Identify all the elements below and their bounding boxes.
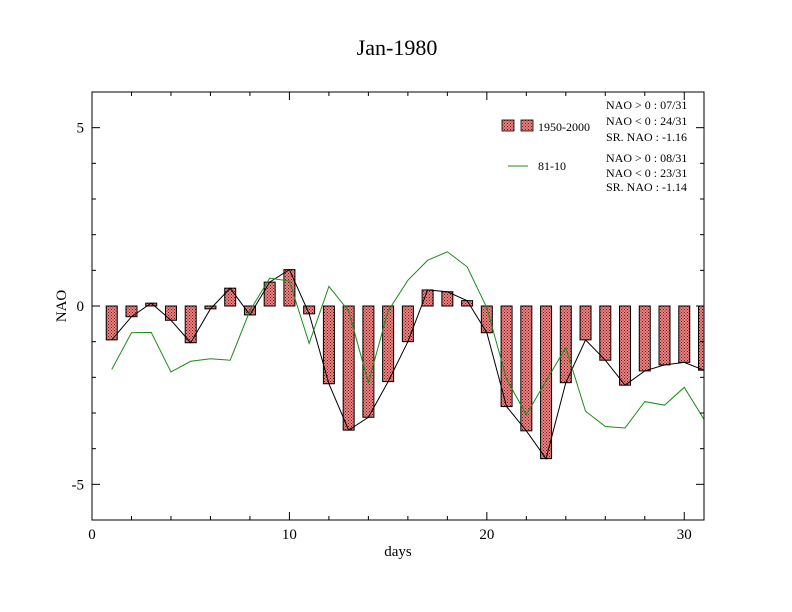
legend-swatch-1950-2000-right bbox=[520, 119, 534, 132]
bar-day-14 bbox=[362, 305, 375, 418]
bar-day-9 bbox=[263, 281, 276, 307]
stat-81-10-sr: SR. NAO : -1.14 bbox=[606, 180, 687, 194]
bar-day-4 bbox=[164, 305, 177, 321]
stat-81-10-positive: NAO > 0 : 08/31 bbox=[606, 151, 687, 165]
y-tick-label-0: 0 bbox=[77, 299, 85, 315]
bar-day-2 bbox=[125, 305, 138, 318]
bar-day-10 bbox=[283, 269, 296, 307]
bar-day-27 bbox=[619, 305, 632, 386]
x-tick-label-10: 10 bbox=[282, 527, 297, 543]
stat-1950-2000-sr: SR. NAO : -1.16 bbox=[606, 130, 687, 144]
stat-1950-2000-positive: NAO > 0 : 07/31 bbox=[606, 98, 687, 112]
bar-day-7 bbox=[224, 287, 237, 307]
line-81-10 bbox=[111, 251, 705, 429]
x-axis-label: days bbox=[384, 544, 412, 560]
bar-day-20 bbox=[480, 305, 493, 334]
line-1950-2000 bbox=[111, 268, 705, 460]
bar-day-24 bbox=[559, 305, 572, 384]
lines-group bbox=[111, 251, 705, 460]
chart-title: Jan-1980 bbox=[357, 35, 438, 60]
stat-1950-2000-negative: NAO < 0 : 24/31 bbox=[606, 114, 687, 128]
legend-swatch-1950-2000-left bbox=[501, 119, 515, 132]
x-tick-label-0: 0 bbox=[88, 527, 96, 543]
bar-day-28 bbox=[638, 305, 651, 372]
bar-day-12 bbox=[322, 305, 335, 385]
legend-label-81-10: 81-10 bbox=[538, 159, 566, 173]
bars-group bbox=[105, 269, 705, 460]
bar-day-17 bbox=[421, 289, 434, 307]
bar-day-25 bbox=[579, 305, 592, 341]
bar-day-30 bbox=[678, 305, 691, 363]
x-tick-label-30: 30 bbox=[677, 527, 692, 543]
bar-day-15 bbox=[382, 305, 395, 383]
legend: 1950-2000 81-10 NAO > 0 : 07/31 NAO < 0 … bbox=[501, 98, 687, 194]
bar-day-29 bbox=[658, 305, 671, 366]
bar-day-22 bbox=[520, 305, 533, 432]
y-tick-label-5: 5 bbox=[77, 121, 85, 137]
bar-day-31 bbox=[698, 305, 705, 371]
bar-day-5 bbox=[184, 305, 197, 344]
axis-ticks: 0 10 20 30 -5 0 5 bbox=[72, 91, 704, 543]
y-tick-label--5: -5 bbox=[72, 477, 85, 493]
legend-label-1950-2000: 1950-2000 bbox=[538, 120, 590, 134]
stat-81-10-negative: NAO < 0 : 23/31 bbox=[606, 166, 687, 180]
bar-day-16 bbox=[401, 305, 414, 343]
x-tick-label-20: 20 bbox=[479, 527, 494, 543]
bar-day-26 bbox=[599, 305, 612, 361]
y-axis-label: NAO bbox=[54, 290, 70, 323]
bar-day-23 bbox=[540, 305, 553, 460]
